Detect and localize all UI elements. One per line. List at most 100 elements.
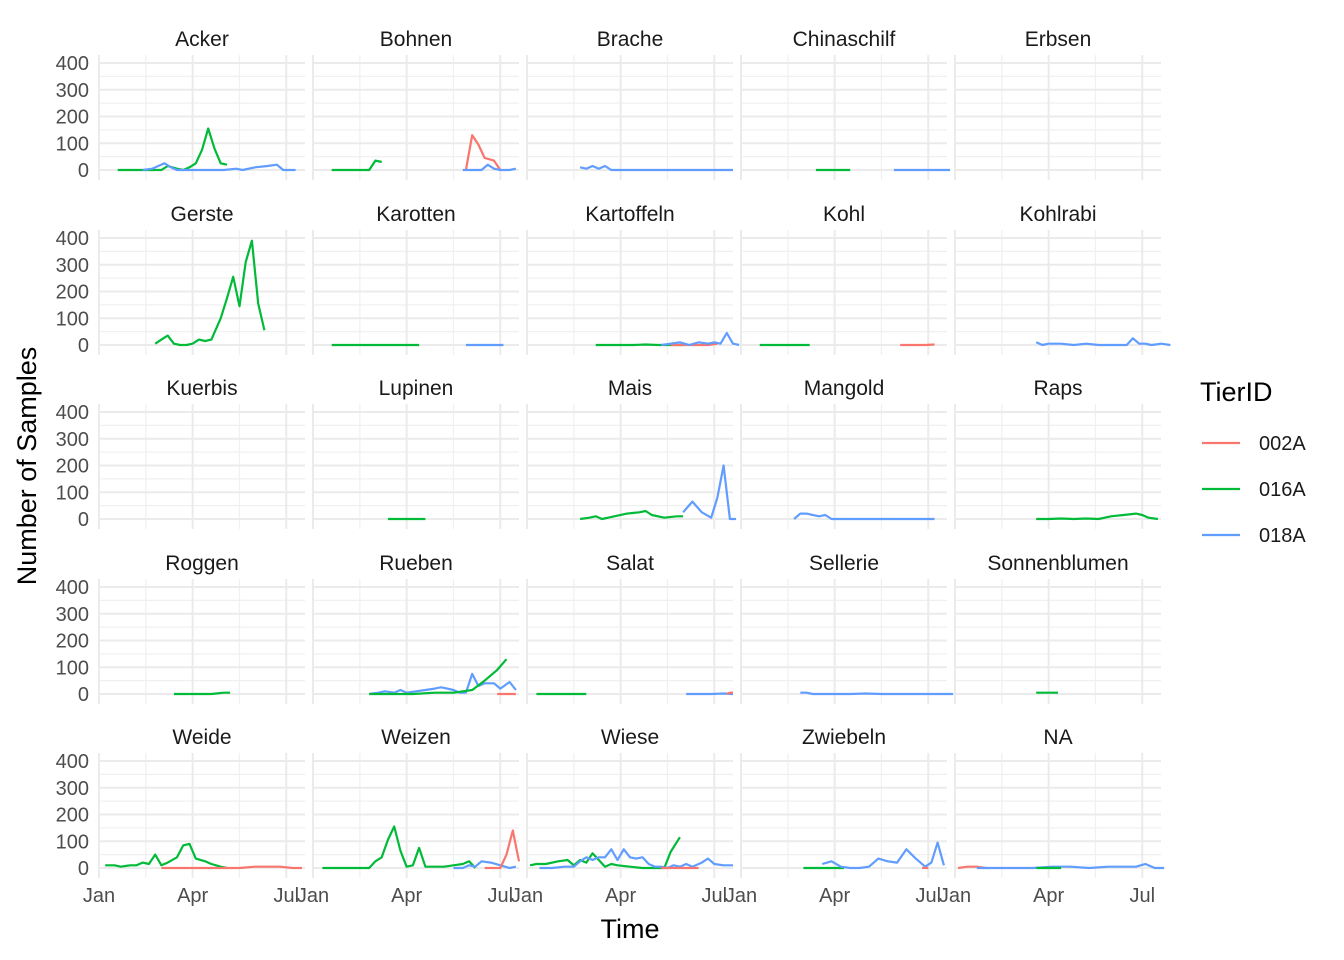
- x-tick-label: Apr: [1033, 885, 1064, 907]
- series-line-018A: [800, 691, 954, 696]
- y-tick-label: 300: [56, 604, 89, 626]
- series-line-016A: [105, 842, 228, 870]
- facet-panel: Erbsen: [954, 28, 1161, 180]
- facet-panel: Rueben: [312, 552, 519, 704]
- y-tick-label: 400: [56, 402, 89, 424]
- facet-title: Weizen: [381, 726, 451, 749]
- facet-panel: Salat: [526, 552, 734, 704]
- series-line-016A: [117, 127, 228, 172]
- facet-title: Lupinen: [379, 377, 454, 400]
- y-tick-label: 0: [78, 858, 89, 880]
- facet-title: Raps: [1033, 377, 1082, 400]
- series-line-018A: [1035, 337, 1171, 347]
- y-tick-label: 100: [56, 657, 89, 679]
- y-axis-title: Number of Samples: [12, 347, 42, 586]
- y-tick-label: 100: [56, 308, 89, 330]
- series-line-016A: [529, 836, 681, 870]
- facet-panel: Mais: [526, 377, 737, 529]
- y-tick-label: 300: [56, 429, 89, 451]
- series-line-002A: [900, 343, 935, 347]
- facet-panel: Weide 0 100 200 300 400 Jan Apr Jul: [56, 726, 305, 907]
- x-tick-label: Jan: [939, 885, 971, 907]
- series-line-018A: [686, 692, 734, 696]
- series-line-016A: [579, 509, 684, 521]
- facet-title: Chinaschilf: [793, 28, 896, 51]
- y-tick-label: 100: [56, 482, 89, 504]
- facet-title: Acker: [175, 28, 229, 51]
- facet-panel: Gerste 0 100 200 300 400: [56, 203, 305, 357]
- series-line-018A: [369, 672, 517, 696]
- facet-title: Kuerbis: [166, 377, 237, 400]
- facet-panel: Raps: [954, 377, 1161, 529]
- series-line-018A: [539, 848, 733, 870]
- facet-panel: Sonnenblumen: [954, 552, 1161, 704]
- series-line-002A: [670, 342, 718, 347]
- facet-panel: Kuerbis 0 100 200 300 400: [56, 377, 305, 531]
- facet-title: NA: [1043, 726, 1072, 749]
- x-tick-label: Jan: [297, 885, 329, 907]
- facet-panel: Zwiebeln Jan Apr Jul: [725, 726, 947, 907]
- y-tick-label: 300: [56, 255, 89, 277]
- facet-title: Gerste: [170, 203, 233, 226]
- y-tick-label: 0: [78, 509, 89, 531]
- facet-panel: Lupinen: [312, 377, 519, 529]
- facet-title: Brache: [597, 28, 664, 51]
- facet-panel: Karotten: [312, 203, 519, 355]
- x-tick-label: Jan: [725, 885, 757, 907]
- facet-panel: Acker 0 100 200 300 400: [56, 28, 305, 182]
- y-tick-label: 200: [56, 107, 89, 129]
- facet-panel: Kartoffeln: [526, 203, 740, 355]
- facet-panel: Roggen 0 100 200 300 400: [56, 552, 305, 706]
- legend: TierID 002A 016A 018A: [1200, 377, 1306, 547]
- facet-panel: Weizen Jan Apr Jul: [297, 726, 521, 907]
- y-tick-label: 0: [78, 684, 89, 706]
- series-line-002A: [161, 865, 302, 870]
- facet-title: Kohlrabi: [1019, 203, 1096, 226]
- facet-panel: Sellerie: [740, 552, 954, 704]
- facet-title: Karotten: [376, 203, 455, 226]
- y-tick-label: 200: [56, 805, 89, 827]
- series-line-016A: [173, 691, 231, 696]
- y-tick-label: 100: [56, 133, 89, 155]
- facet-title: Wiese: [601, 726, 659, 749]
- y-tick-label: 400: [56, 577, 89, 599]
- y-tick-label: 400: [56, 751, 89, 773]
- x-tick-label: Jul: [915, 885, 941, 907]
- facet-title: Mais: [608, 377, 652, 400]
- y-tick-label: 0: [78, 335, 89, 357]
- facet-title: Sellerie: [809, 552, 879, 575]
- legend-label: 016A: [1259, 479, 1306, 501]
- x-tick-label: Apr: [391, 885, 422, 907]
- legend-label: 018A: [1259, 525, 1306, 547]
- series-line-016A: [369, 658, 508, 696]
- series-line-018A: [142, 162, 296, 172]
- facet-title: Mangold: [804, 377, 885, 400]
- facet-title: Weide: [172, 726, 231, 749]
- x-tick-label: Jan: [83, 885, 115, 907]
- facet-title: Erbsen: [1025, 28, 1092, 51]
- x-tick-label: Apr: [177, 885, 208, 907]
- series-line-016A: [331, 159, 382, 172]
- facet-title: Salat: [606, 552, 654, 575]
- series-line-018A: [682, 464, 737, 521]
- x-tick-label: Apr: [819, 885, 850, 907]
- facet-title: Rueben: [379, 552, 453, 575]
- facet-panel: Mangold: [740, 377, 947, 529]
- series-line-002A: [726, 691, 733, 696]
- facet-panel: Bohnen: [312, 28, 519, 180]
- series-line-018A: [453, 860, 517, 870]
- y-tick-label: 100: [56, 831, 89, 853]
- series-line-018A: [661, 331, 740, 347]
- series-line-018A: [821, 841, 945, 870]
- series-line-002A: [484, 829, 521, 870]
- series-line-018A: [579, 164, 733, 172]
- facet-panel: Brache: [526, 28, 733, 180]
- facet-title: Kohl: [823, 203, 865, 226]
- y-tick-label: 200: [56, 456, 89, 478]
- facet-title: Sonnenblumen: [987, 552, 1128, 575]
- legend-label: 002A: [1259, 433, 1306, 455]
- facet-panel: Wiese Jan Apr Jul: [511, 726, 733, 907]
- y-tick-label: 200: [56, 282, 89, 304]
- x-tick-label: Jan: [511, 885, 543, 907]
